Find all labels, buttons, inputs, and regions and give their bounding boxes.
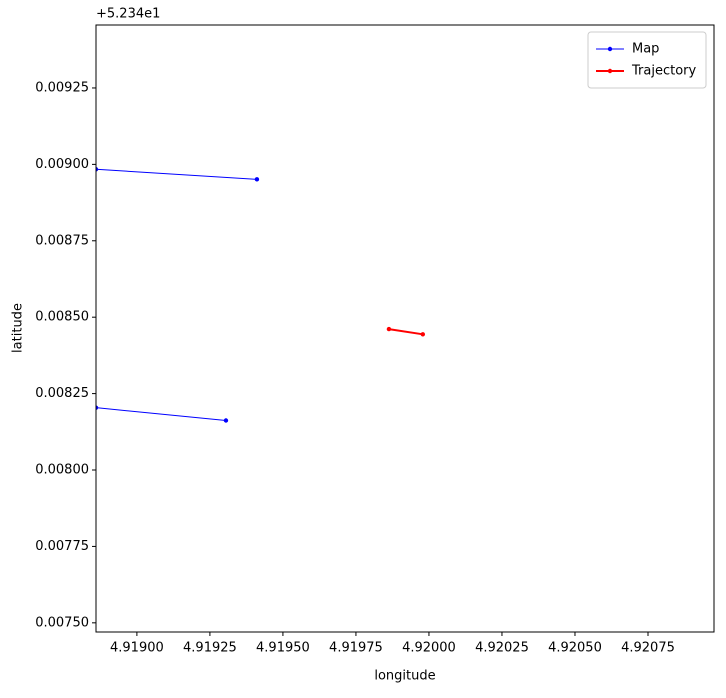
series-line xyxy=(96,168,257,421)
x-axis-label: longitude xyxy=(374,669,435,684)
legend-box xyxy=(587,31,707,89)
y-tick-label: 0.00825 xyxy=(35,386,89,401)
point xyxy=(223,418,229,423)
y-tick-label: 0.00800 xyxy=(35,463,89,478)
y-tick-label: 0.00900 xyxy=(35,157,89,172)
point xyxy=(96,405,99,410)
point xyxy=(254,177,260,182)
y-tick-label: 0.00750 xyxy=(35,615,89,630)
y-axis-label: latitude xyxy=(11,303,26,353)
x-tick-label: 4.92050 xyxy=(548,641,602,656)
x-tick-label: 4.92025 xyxy=(475,641,529,656)
point xyxy=(420,332,426,337)
x-tick-label: 4.92075 xyxy=(621,641,675,656)
y-tick-label: 0.00850 xyxy=(35,310,89,325)
x-tick-label: 4.91900 xyxy=(110,641,164,656)
y-tick-label: 0.00875 xyxy=(35,233,89,248)
y-tick-label: 0.00925 xyxy=(35,80,89,95)
axes-frame xyxy=(95,24,715,633)
y-tick-label: 0.00775 xyxy=(35,539,89,554)
y-offset: +5.234e1 xyxy=(96,7,160,22)
legend-label: Trajectory xyxy=(631,64,696,79)
legend-label: Map xyxy=(632,42,659,57)
point xyxy=(96,167,99,172)
x-tick-label: 4.91975 xyxy=(329,641,383,656)
x-tick-label: 4.91925 xyxy=(183,641,237,656)
plot-area xyxy=(96,167,426,423)
x-tick-label: 4.91950 xyxy=(256,641,310,656)
point xyxy=(386,326,392,332)
legend-marker xyxy=(607,68,613,74)
x-tick-label: 4.92000 xyxy=(402,641,456,656)
series-line xyxy=(388,328,423,336)
legend-marker xyxy=(607,46,613,52)
